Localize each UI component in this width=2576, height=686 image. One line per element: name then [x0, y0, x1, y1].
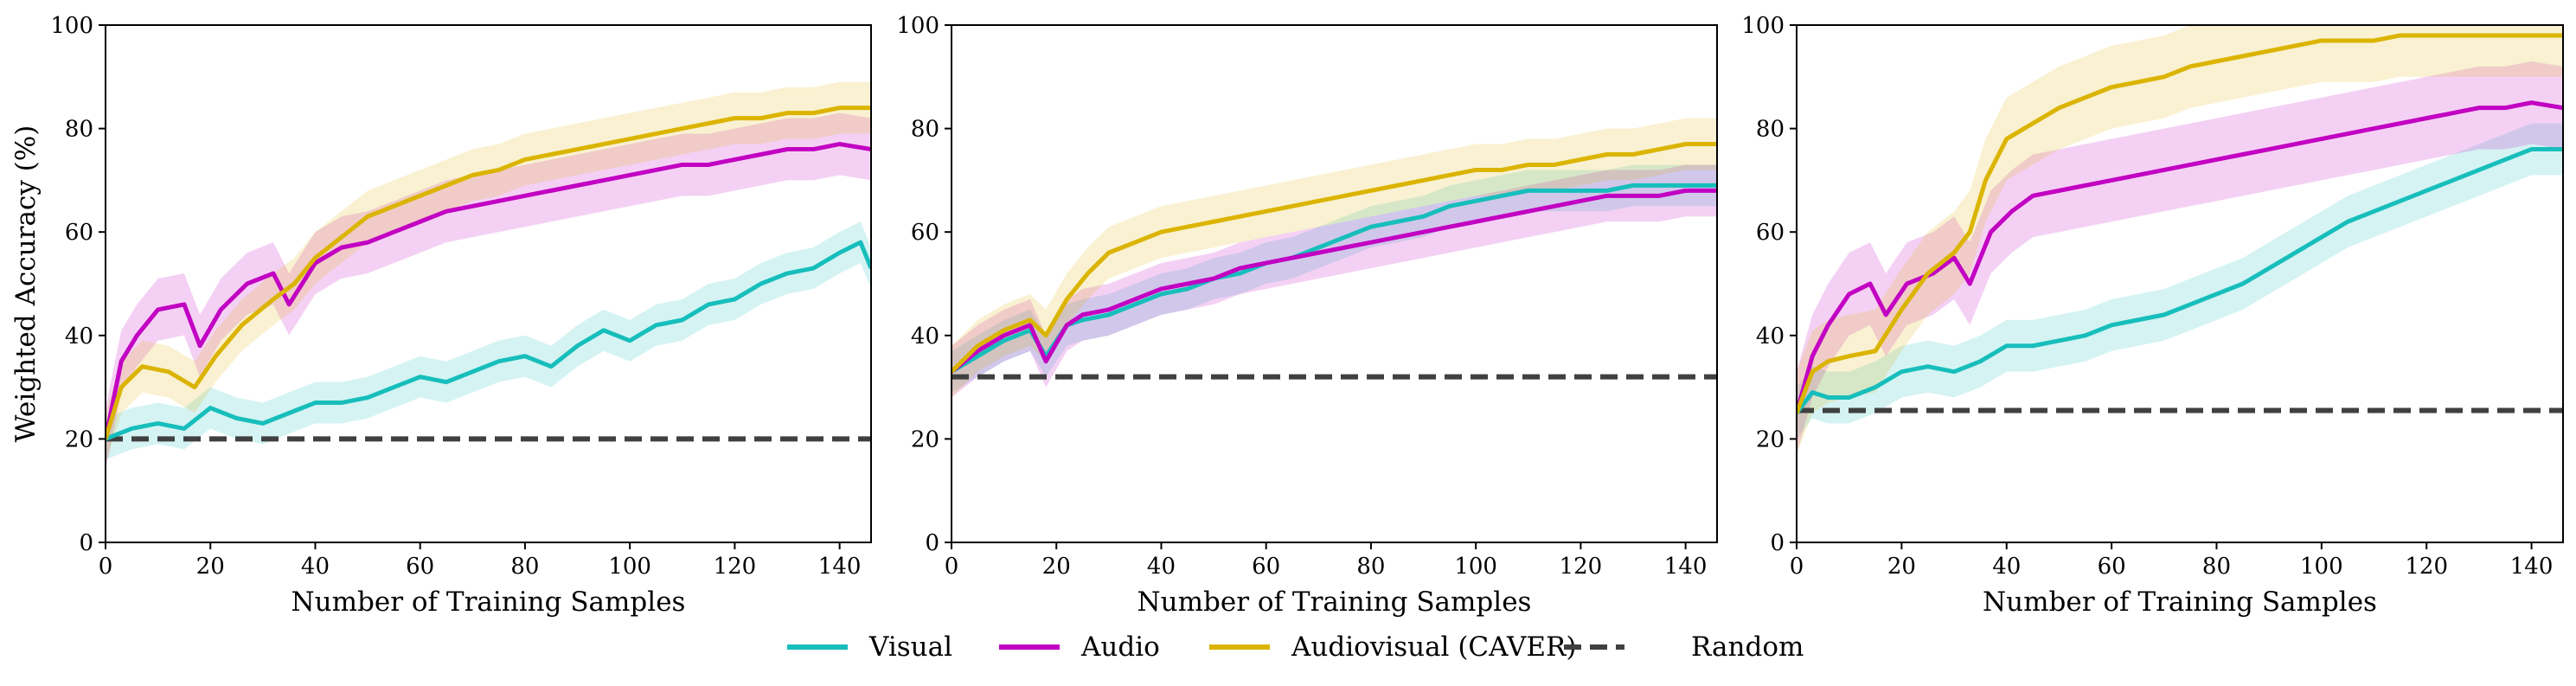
y-tick-label: 60	[1756, 220, 1785, 246]
band-audio	[1797, 61, 2563, 455]
band-audiovisual-caver	[1797, 25, 2563, 455]
x-tick-label: 60	[406, 554, 434, 580]
series-line-audiovisual-caver	[952, 142, 1717, 374]
panel-2: 0 20 40 60 80 100 120 140 0 20 40 60 80 100 Number of …	[896, 13, 1718, 618]
axes-frame	[105, 24, 872, 543]
x-tick-label: 80	[2202, 554, 2231, 580]
y-tick-label: 0	[925, 530, 939, 556]
series-line-visual	[106, 240, 871, 441]
y-tick-label: 80	[911, 117, 939, 143]
y-tick-label: 100	[1741, 13, 1785, 39]
series-line-visual	[1797, 147, 2563, 415]
series-line-audio	[1797, 100, 2563, 414]
band-audio	[952, 164, 1717, 398]
x-tick-label: 100	[608, 554, 651, 580]
x-tick-label: 20	[196, 554, 225, 580]
legend-label-audiovisual: Audiovisual (CAVER)	[1291, 632, 1576, 663]
x-axis-label: Number of Training Samples	[292, 587, 686, 618]
panel-1: 0 20 40 60 80 100 120 140 0 20 40 60 80 100 Number of …	[10, 13, 872, 618]
x-tick-label: 0	[99, 554, 113, 580]
x-tick-label: 60	[2098, 554, 2126, 580]
y-tick-label: 0	[1770, 530, 1785, 556]
x-tick-label: 60	[1252, 554, 1280, 580]
legend: Visual Audio Audiovisual (CAVER) Random	[787, 632, 1804, 663]
y-tick-label: 0	[79, 530, 93, 556]
y-tick-label: 60	[65, 220, 93, 246]
series-line-audio	[952, 188, 1717, 374]
y-tick-label: 80	[1756, 117, 1785, 143]
x-tick-label: 100	[1454, 554, 1497, 580]
x-tick-label: 40	[1147, 554, 1176, 580]
y-tick-label: 60	[911, 220, 939, 246]
x-tick-label: 20	[1042, 554, 1071, 580]
y-tick-label: 40	[911, 324, 939, 349]
y-tick-label: 100	[896, 13, 939, 39]
legend-label-visual: Visual	[868, 632, 952, 663]
x-axis-label: Number of Training Samples	[1983, 587, 2377, 618]
series-line-audiovisual-caver	[106, 106, 871, 440]
y-tick-label: 20	[1756, 426, 1785, 452]
axes-frame	[1796, 24, 2564, 543]
axes-frame	[951, 24, 1718, 543]
y-tick-label: 40	[1756, 324, 1785, 349]
x-tick-label: 140	[2510, 554, 2554, 580]
y-tick-label: 20	[911, 426, 939, 452]
band-audiovisual-caver	[106, 81, 871, 465]
x-tick-label: 0	[1790, 554, 1804, 580]
plot-area	[106, 81, 871, 471]
band-visual	[1797, 123, 2563, 439]
y-tick-label: 80	[65, 117, 93, 143]
series-line-audiovisual-caver	[1797, 33, 2563, 414]
x-tick-label: 40	[301, 554, 330, 580]
x-tick-label: 140	[1664, 554, 1708, 580]
x-tick-label: 80	[1356, 554, 1385, 580]
legend-label-audio: Audio	[1080, 632, 1160, 663]
x-tick-label: 120	[1560, 554, 1603, 580]
x-tick-label: 20	[1887, 554, 1916, 580]
x-tick-label: 140	[818, 554, 862, 580]
band-visual	[106, 221, 871, 460]
x-tick-label: 40	[1992, 554, 2021, 580]
series-line-audio	[106, 142, 871, 439]
x-tick-label: 80	[510, 554, 539, 580]
band-audiovisual-caver	[952, 118, 1717, 398]
x-tick-label: 120	[2405, 554, 2448, 580]
plot-area	[1797, 25, 2563, 455]
y-tick-label: 100	[50, 13, 93, 39]
y-axis-label: Weighted Accuracy (%)	[10, 125, 42, 443]
x-tick-label: 100	[2300, 554, 2343, 580]
y-tick-label: 40	[65, 324, 93, 349]
panel-3: 0 20 40 60 80 100 120 140 0 20 40 60 80 100 Number of …	[1741, 13, 2564, 618]
x-axis-label: Number of Training Samples	[1137, 587, 1532, 618]
x-tick-label: 0	[945, 554, 959, 580]
y-tick-label: 20	[65, 426, 93, 452]
x-tick-label: 120	[714, 554, 757, 580]
plot-area	[952, 118, 1717, 398]
legend-label-random: Random	[1691, 632, 1804, 663]
